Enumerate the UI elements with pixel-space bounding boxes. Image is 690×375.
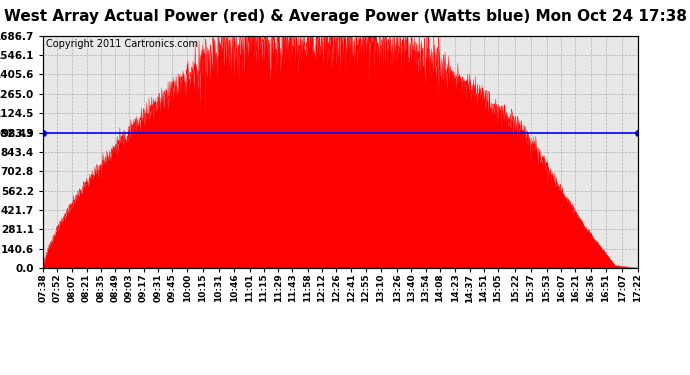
Text: West Array Actual Power (red) & Average Power (Watts blue) Mon Oct 24 17:38: West Array Actual Power (red) & Average … xyxy=(3,9,687,24)
Text: Copyright 2011 Cartronics.com: Copyright 2011 Cartronics.com xyxy=(46,39,198,49)
